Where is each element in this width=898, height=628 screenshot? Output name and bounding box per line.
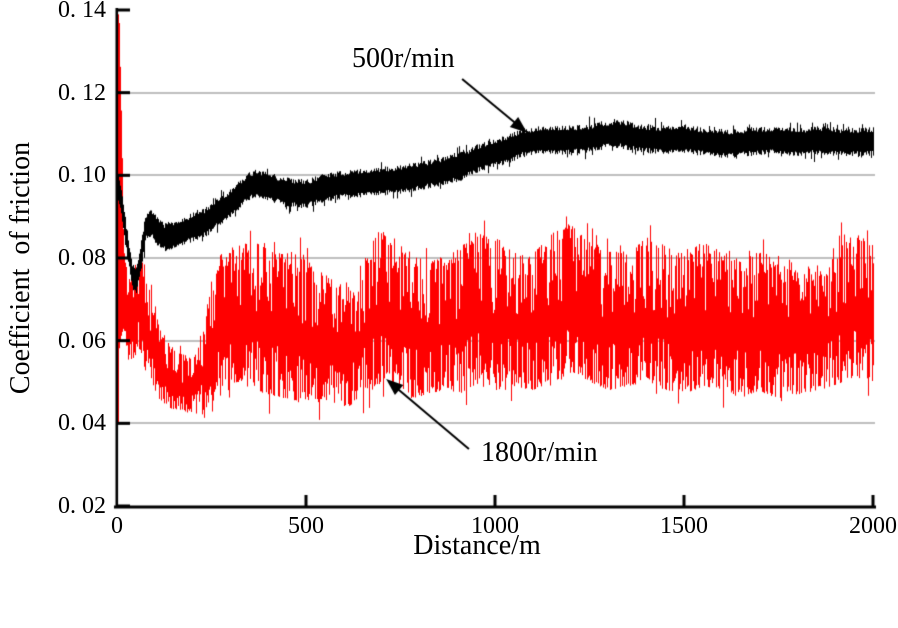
x-tick-label: 0 bbox=[111, 513, 123, 539]
y-tick-label: 0. 06 bbox=[58, 327, 106, 354]
x-tick-label: 1500 bbox=[660, 513, 708, 539]
x-tick-label: 2000 bbox=[849, 513, 897, 539]
series-label-1800rmin: 1800r/min bbox=[481, 437, 598, 468]
y-tick-label: 0. 04 bbox=[58, 410, 106, 437]
y-tick-label: 0. 12 bbox=[58, 79, 106, 106]
x-axis-title: Distance/m bbox=[413, 530, 541, 561]
y-tick-label: 0. 10 bbox=[58, 162, 106, 189]
y-tick-label: 0. 02 bbox=[58, 493, 106, 519]
x-tick-label: 1000 bbox=[471, 513, 519, 539]
y-tick-label: 0. 14 bbox=[58, 0, 106, 23]
series-label-500rmin: 500r/min bbox=[352, 43, 455, 74]
x-tick-label: 500 bbox=[288, 513, 324, 539]
y-tick-label: 0. 08 bbox=[58, 245, 106, 271]
